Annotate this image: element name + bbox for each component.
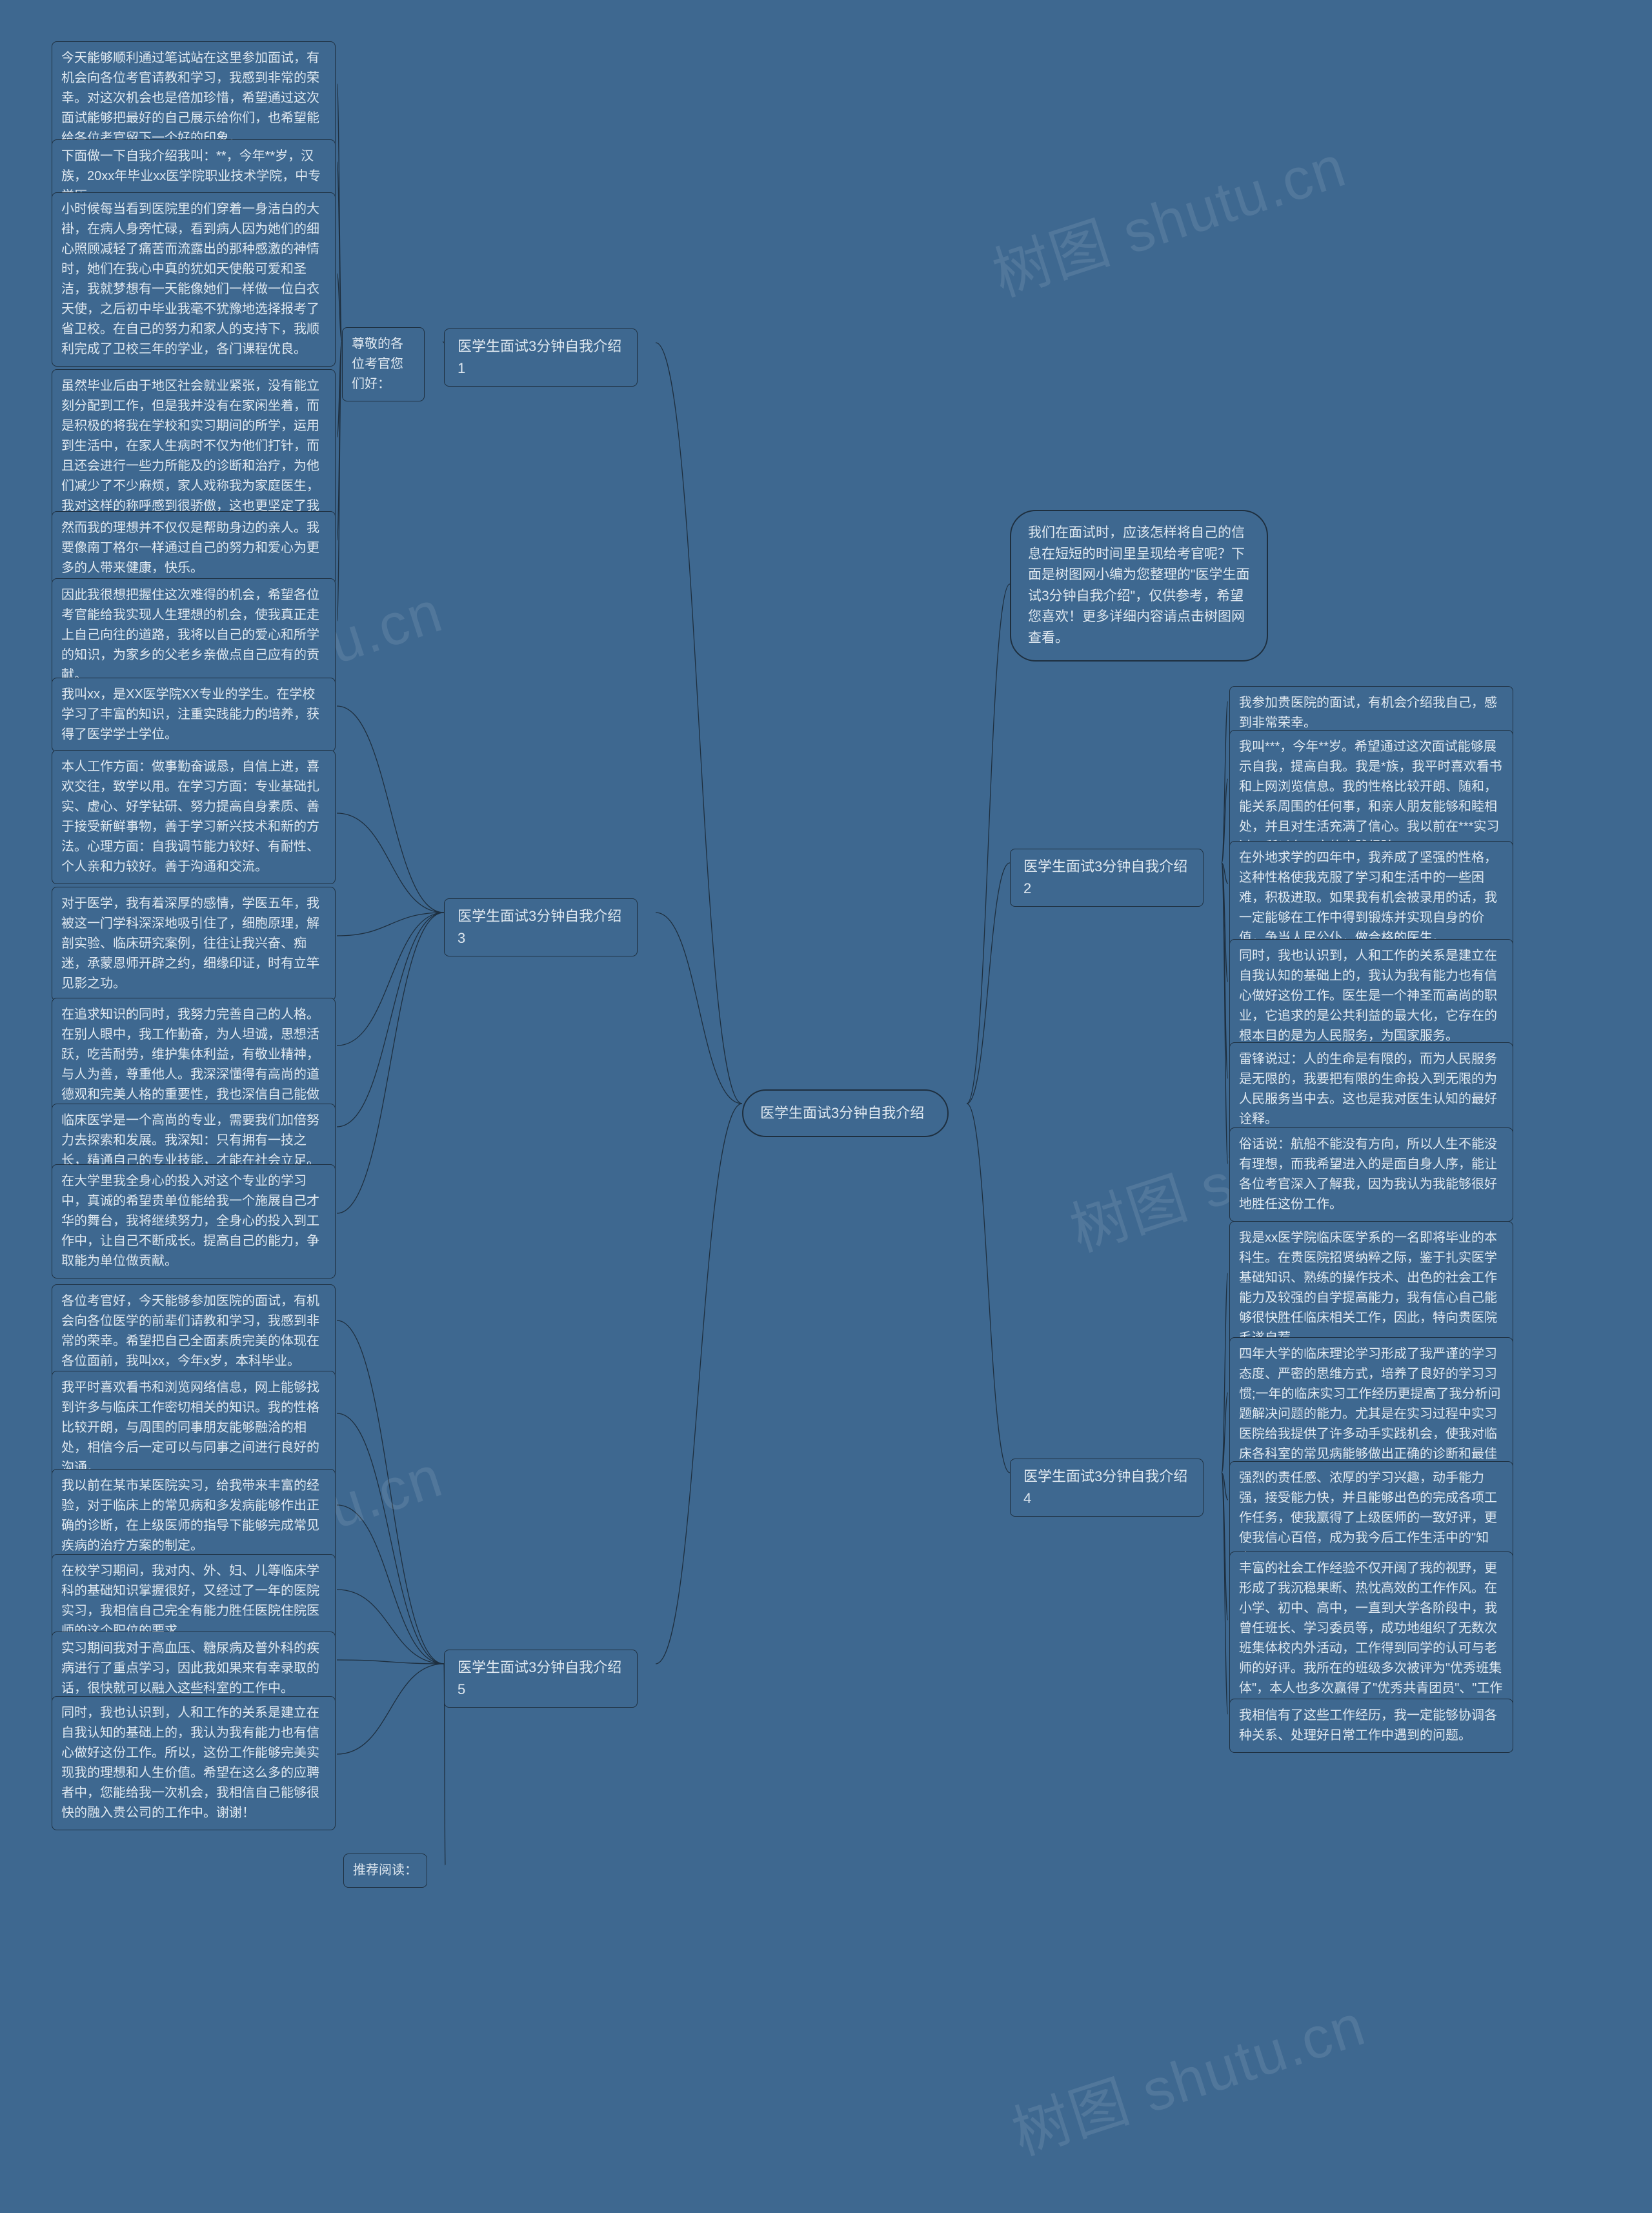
s2-leaf: 同时，我也认识到，人和工作的关系是建立在自我认知的基础上的，我认为我有能力也有信… <box>1229 939 1513 1053</box>
s2-leaf: 在外地求学的四年中，我养成了坚强的性格，这种性格使我克服了学习和生活中的一些困难… <box>1229 841 1513 955</box>
section-1-bridge: 尊敬的各位考官您们好： <box>342 327 425 401</box>
s3-leaf: 我叫xx，是XX医学院XX专业的学生。在学校学习了丰富的知识，注重实践能力的培养… <box>52 678 336 752</box>
s1-leaf: 然而我的理想并不仅仅是帮助身边的亲人。我要像南丁格尔一样通过自己的努力和爱心为更… <box>52 511 336 585</box>
section-1-text: 医学生面试3分钟自我介绍1 <box>458 338 621 376</box>
section-4-text: 医学生面试3分钟自我介绍4 <box>1023 1468 1187 1506</box>
s3-leaf-text: 对于医学，我有着深厚的感情，学医五年，我被这一门学科深深地吸引住了，细胞原理，解… <box>61 896 319 991</box>
section-4-title: 医学生面试3分钟自我介绍4 <box>1010 1459 1204 1517</box>
s2-leaf-text: 我参加贵医院的面试，有机会介绍我自己，感到非常荣幸。 <box>1239 696 1497 730</box>
s5-leaf: 我以前在某市某医院实习，给我带来丰富的经验，对于临床上的常见病和多发病能够作出正… <box>52 1469 336 1563</box>
root-node: 医学生面试3分钟自我介绍 <box>742 1089 949 1137</box>
watermark: 树图 shutu.cn <box>981 119 1355 312</box>
section-5-footer: 推荐阅读： <box>343 1854 427 1888</box>
s3-leaf-text: 在大学里我全身心的投入对这个专业的学习中，真诚的希望贵单位能给我一个施展自己才华… <box>61 1174 319 1268</box>
s1-leaf-text: 因此我很想把握住这次难得的机会，希望各位考官能给我实现人生理想的机会，使我真正走… <box>61 588 319 682</box>
intro-text: 我们在面试时，应该怎样将自己的信息在短短的时间里呈现给考官呢？下面是树图网小编为… <box>1028 525 1249 645</box>
s4-leaf: 我相信有了这些工作经历，我一定能够协调各种关系、处理好日常工作中遇到的问题。 <box>1229 1699 1513 1753</box>
s5-leaf: 各位考官好，今天能够参加医院的面试，有机会向各位医学的前辈们请教和学习，我感到非… <box>52 1284 336 1379</box>
s1-leaf-text: 然而我的理想并不仅仅是帮助身边的亲人。我要像南丁格尔一样通过自己的努力和爱心为更… <box>61 521 319 575</box>
s2-leaf-text: 在外地求学的四年中，我养成了坚强的性格，这种性格使我克服了学习和生活中的一些困难… <box>1239 851 1497 945</box>
s3-leaf: 对于医学，我有着深厚的感情，学医五年，我被这一门学科深深地吸引住了，细胞原理，解… <box>52 887 336 1001</box>
s1-leaf-text: 今天能够顺利通过笔试站在这里参加面试，有机会向各位考官请教和学习，我感到非常的荣… <box>61 51 319 145</box>
s1-leaf: 因此我很想把握住这次难得的机会，希望各位考官能给我实现人生理想的机会，使我真正走… <box>52 578 336 692</box>
s4-leaf-text: 我相信有了这些工作经历，我一定能够协调各种关系、处理好日常工作中遇到的问题。 <box>1239 1708 1497 1743</box>
s5-leaf-text: 在校学习期间，我对内、外、妇、儿等临床学科的基础知识掌握很好，又经过了一年的医院… <box>61 1564 319 1638</box>
s3-leaf: 在大学里我全身心的投入对这个专业的学习中，真诚的希望贵单位能给我一个施展自己才华… <box>52 1164 336 1278</box>
root-text: 医学生面试3分钟自我介绍 <box>760 1105 924 1121</box>
s1-leaf: 今天能够顺利通过笔试站在这里参加面试，有机会向各位考官请教和学习，我感到非常的荣… <box>52 41 336 156</box>
s4-leaf: 我是xx医学院临床医学系的一名即将毕业的本科生。在贵医院招贤纳粹之际，鉴于扎实医… <box>1229 1221 1513 1355</box>
s5-leaf-text: 实习期间我对于高血压、糖尿病及普外科的疾病进行了重点学习，因此我如果来有幸录取的… <box>61 1641 319 1695</box>
s2-leaf: 俗话说：航船不能没有方向，所以人生不能没有理想，而我希望进入的是面自身人序，能让… <box>1229 1127 1513 1222</box>
s5-leaf: 我平时喜欢看书和浏览网络信息，网上能够找到许多与临床工作密切相关的知识。我的性格… <box>52 1371 336 1485</box>
s4-leaf-text: 丰富的社会工作经验不仅开阔了我的视野，更形成了我沉稳果断、热忱高效的工作作风。在… <box>1239 1561 1502 1715</box>
section-2-text: 医学生面试3分钟自我介绍2 <box>1023 858 1187 896</box>
s3-leaf: 本人工作方面：做事勤奋诚恳，自信上进，喜欢交往，致学以用。在学习方面：专业基础扎… <box>52 750 336 884</box>
section-5-footer-text: 推荐阅读： <box>353 1863 418 1877</box>
s2-leaf-text: 同时，我也认识到，人和工作的关系是建立在自我认知的基础上的，我认为我有能力也有信… <box>1239 949 1497 1043</box>
section-3-text: 医学生面试3分钟自我介绍3 <box>458 908 621 946</box>
s2-leaf: 雷锋说过：人的生命是有限的，而为人民服务是无限的，我要把有限的生命投入到无限的为… <box>1229 1042 1513 1137</box>
s2-leaf-text: 俗话说：航船不能没有方向，所以人生不能没有理想，而我希望进入的是面自身人序，能让… <box>1239 1137 1497 1211</box>
section-2-title: 医学生面试3分钟自我介绍2 <box>1010 849 1204 907</box>
section-5-text: 医学生面试3分钟自我介绍5 <box>458 1659 621 1697</box>
watermark: 树图 shutu.cn <box>1000 1978 1375 2171</box>
s3-leaf-text: 本人工作方面：做事勤奋诚恳，自信上进，喜欢交往，致学以用。在学习方面：专业基础扎… <box>61 760 319 874</box>
section-1-title: 医学生面试3分钟自我介绍1 <box>444 328 638 387</box>
s5-leaf-text: 同时，我也认识到，人和工作的关系是建立在自我认知的基础上的，我认为我有能力也有信… <box>61 1706 319 1820</box>
intro-node: 我们在面试时，应该怎样将自己的信息在短短的时间里呈现给考官呢？下面是树图网小编为… <box>1010 510 1268 662</box>
s5-leaf: 实习期间我对于高血压、糖尿病及普外科的疾病进行了重点学习，因此我如果来有幸录取的… <box>52 1632 336 1706</box>
section-1-bridge-text: 尊敬的各位考官您们好： <box>352 337 403 391</box>
section-5-title: 医学生面试3分钟自我介绍5 <box>444 1650 638 1708</box>
section-3-title: 医学生面试3分钟自我介绍3 <box>444 898 638 956</box>
s2-leaf-text: 雷锋说过：人的生命是有限的，而为人民服务是无限的，我要把有限的生命投入到无限的为… <box>1239 1052 1497 1126</box>
s1-leaf-text: 小时候每当看到医院里的们穿着一身洁白的大褂，在病人身旁忙碌，看到病人因为她们的细… <box>61 202 319 356</box>
s4-leaf-text: 我是xx医学院临床医学系的一名即将毕业的本科生。在贵医院招贤纳粹之际，鉴于扎实医… <box>1239 1231 1497 1345</box>
s1-leaf-text: 虽然毕业后由于地区社会就业紧张，没有能立刻分配到工作，但是我并没有在家闲坐着，而… <box>61 379 319 533</box>
s2-leaf-text: 我叫***，今年**岁。希望通过这次面试能够展示自我，提高自我。我是*族，我平时… <box>1239 740 1502 854</box>
s5-leaf-text: 各位考官好，今天能够参加医院的面试，有机会向各位医学的前辈们请教和学习，我感到非… <box>61 1294 319 1368</box>
s3-leaf-text: 我叫xx，是XX医学院XX专业的学生。在学校学习了丰富的知识，注重实践能力的培养… <box>61 687 319 742</box>
s3-leaf-text: 临床医学是一个高尚的专业，需要我们加倍努力去探索和发展。我深知：只有拥有一技之长… <box>61 1113 319 1167</box>
s1-leaf: 小时候每当看到医院里的们穿着一身洁白的大褂，在病人身旁忙碌，看到病人因为她们的细… <box>52 192 336 367</box>
s5-leaf-text: 我以前在某市某医院实习，给我带来丰富的经验，对于临床上的常见病和多发病能够作出正… <box>61 1479 319 1553</box>
s5-leaf: 同时，我也认识到，人和工作的关系是建立在自我认知的基础上的，我认为我有能力也有信… <box>52 1696 336 1830</box>
s5-leaf-text: 我平时喜欢看书和浏览网络信息，网上能够找到许多与临床工作密切相关的知识。我的性格… <box>61 1380 319 1475</box>
